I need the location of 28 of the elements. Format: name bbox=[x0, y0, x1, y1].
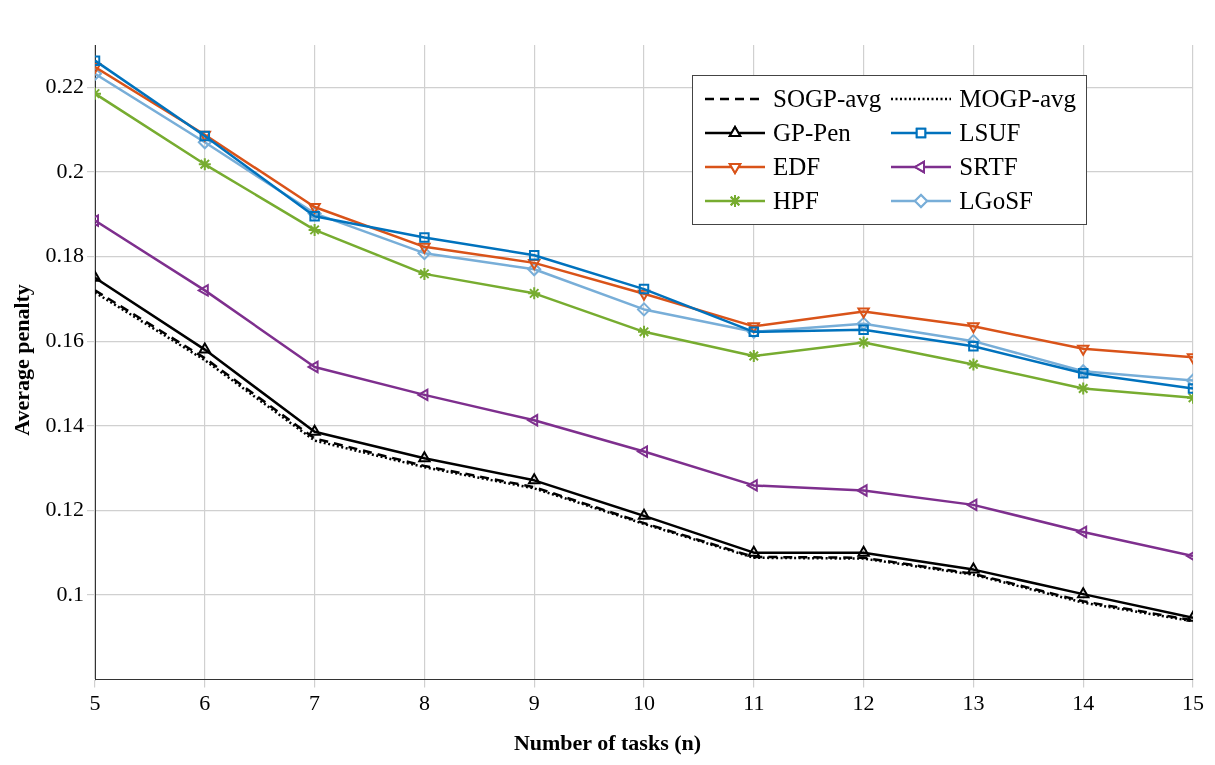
x-tick-label: 12 bbox=[852, 689, 875, 715]
x-tick-label: 5 bbox=[89, 689, 101, 715]
x-axis-title: Number of tasks (n) bbox=[512, 730, 703, 756]
legend-label: SRTF bbox=[959, 152, 1018, 182]
legend-label: LSUF bbox=[959, 118, 1021, 148]
x-tick-label: 6 bbox=[199, 689, 211, 715]
legend-label: HPF bbox=[772, 186, 819, 216]
legend-label: MOGP-avg bbox=[959, 84, 1076, 114]
y-tick-label: 0.16 bbox=[45, 326, 84, 352]
x-tick-label: 10 bbox=[633, 689, 655, 715]
x-tick-label: 11 bbox=[743, 689, 765, 715]
x-tick-label: 13 bbox=[962, 689, 985, 715]
legend-label: GP-Pen bbox=[772, 118, 851, 148]
x-tick-label: 7 bbox=[309, 689, 321, 715]
y-tick-label: 0.14 bbox=[45, 411, 84, 437]
y-tick-label: 0.18 bbox=[45, 242, 84, 268]
legend-label: SOGP-avg bbox=[772, 84, 882, 114]
y-tick-label: 0.12 bbox=[45, 496, 84, 522]
y-axis-title: Average penalty bbox=[9, 284, 35, 436]
x-tick-label: 9 bbox=[528, 689, 540, 715]
y-tick-label: 0.22 bbox=[45, 73, 84, 99]
x-tick-label: 15 bbox=[1182, 689, 1204, 715]
legend-label: LGoSF bbox=[959, 186, 1033, 216]
legend-label: EDF bbox=[772, 152, 821, 182]
y-tick-label: 0.2 bbox=[56, 157, 84, 183]
x-tick-label: 8 bbox=[418, 689, 430, 715]
y-tick-label: 0.1 bbox=[56, 580, 84, 606]
x-tick-label: 14 bbox=[1072, 689, 1095, 715]
